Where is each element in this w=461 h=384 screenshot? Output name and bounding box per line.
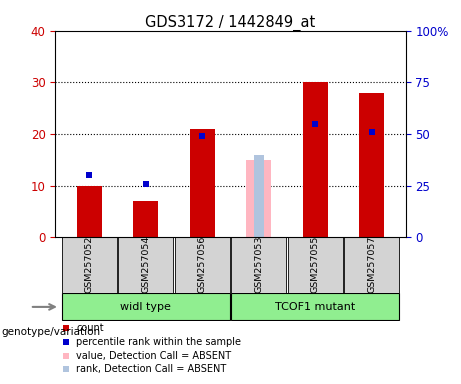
Bar — [61, 237, 117, 293]
Bar — [246, 160, 272, 237]
Bar — [231, 293, 400, 320]
Bar — [288, 237, 343, 293]
Text: value, Detection Call = ABSENT: value, Detection Call = ABSENT — [77, 351, 231, 361]
Bar — [77, 186, 102, 237]
Bar — [302, 83, 328, 237]
Text: GSM257055: GSM257055 — [311, 235, 320, 293]
Title: GDS3172 / 1442849_at: GDS3172 / 1442849_at — [145, 15, 316, 31]
Bar — [359, 93, 384, 237]
Text: TCOF1 mutant: TCOF1 mutant — [275, 302, 355, 312]
Bar — [189, 129, 215, 237]
Bar — [133, 201, 159, 237]
Text: percentile rank within the sample: percentile rank within the sample — [77, 337, 242, 347]
Bar — [61, 293, 230, 320]
Text: GSM257052: GSM257052 — [85, 235, 94, 293]
Text: rank, Detection Call = ABSENT: rank, Detection Call = ABSENT — [77, 364, 227, 374]
Bar — [118, 237, 173, 293]
Bar — [175, 237, 230, 293]
Text: count: count — [77, 323, 104, 333]
Bar — [231, 237, 286, 293]
Text: GSM257057: GSM257057 — [367, 235, 376, 293]
Bar — [254, 155, 264, 237]
Bar — [344, 237, 400, 293]
Text: GSM257056: GSM257056 — [198, 235, 207, 293]
Text: widl type: widl type — [120, 302, 171, 312]
Text: GSM257054: GSM257054 — [141, 235, 150, 293]
Text: genotype/variation: genotype/variation — [1, 327, 100, 337]
Text: GSM257053: GSM257053 — [254, 235, 263, 293]
